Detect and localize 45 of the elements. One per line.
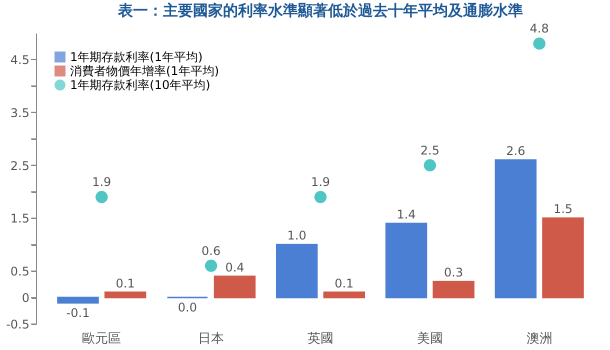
data-label: 1.0 [287,228,306,243]
x-tick-label: 日本 [198,332,224,346]
y-tick-label: -0.5 [6,318,30,332]
point [533,37,546,50]
chart-title: 表一：主要國家的利率水準顯著低於過去十年平均及通膨水準 [117,2,523,20]
bar [323,292,366,298]
bar [104,292,146,298]
point [424,159,436,172]
data-label: 4.8 [530,22,549,36]
bar [432,280,474,298]
point [314,190,327,204]
bar [276,244,318,298]
point [204,260,218,272]
y-tick-label: 1.5 [10,212,30,226]
data-label: 2.5 [420,143,440,158]
legend-label: 消費者物價年增率(1年平均) [70,64,219,78]
data-label: 0.1 [116,276,135,290]
x-tick-label: 美國 [416,330,443,346]
legend-label: 1年期存款利率(1年平均) [70,50,203,64]
data-label: 2.6 [506,144,526,158]
bar [214,276,256,298]
x-tick-label: 澳洲 [526,332,552,346]
data-label: 0.6 [202,244,221,258]
data-label: 0.3 [444,266,464,280]
data-label: 1.9 [310,175,330,190]
y-tick-label: 3.5 [10,106,30,120]
x-tick-label: 英國 [308,332,334,346]
point [96,190,108,204]
data-label: 0.1 [334,276,354,290]
y-tick-label: 2.5 [10,158,30,173]
y-tick-label: 4.5 [10,52,30,67]
x-tick-label: 歐元區 [82,332,122,346]
data-label: -0.1 [66,306,90,320]
data-label: 0.4 [225,260,244,274]
bar [542,217,584,298]
y-tick-label: 0 [22,291,30,306]
data-label: 1.4 [396,207,416,222]
bar [385,222,428,298]
data-label: 1.9 [92,175,112,190]
data-label: 1.5 [553,202,573,216]
bar [57,296,99,304]
data-label: 0.0 [178,300,197,315]
y-tick-label: 0.5 [10,264,30,279]
bar [494,159,537,298]
legend-label: 1年期存款利率(10年平均) [70,78,210,92]
